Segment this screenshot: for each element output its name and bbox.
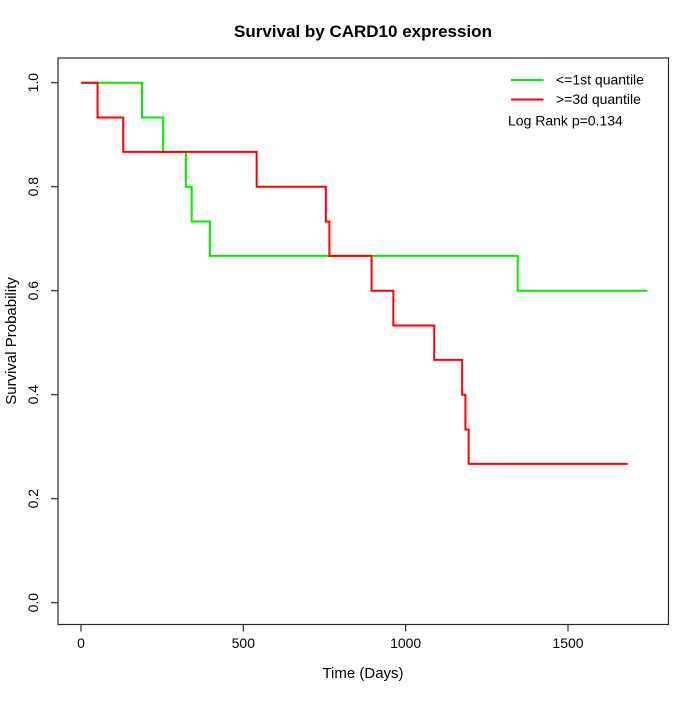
log-rank-annotation: Log Rank p=0.134 [508, 113, 623, 129]
legend-label-quantile1: <=1st quantile [556, 72, 644, 88]
y-tick-label: 0.4 [25, 385, 41, 405]
chart-title: Survival by CARD10 expression [234, 22, 492, 41]
x-axis-ticks: 0 500 1000 1500 [77, 624, 584, 651]
x-tick-label: 1000 [390, 635, 421, 651]
y-axis-label: Survival Probability [3, 277, 20, 405]
y-tick-label: 1.0 [25, 73, 41, 93]
x-axis-label: Time (Days) [322, 665, 403, 682]
legend: <=1st quantile >=3d quantile Log Rank p=… [508, 72, 644, 129]
y-tick-label: 0.6 [25, 281, 41, 301]
y-tick-label: 0.8 [25, 177, 41, 197]
y-tick-label: 0.0 [25, 593, 41, 613]
x-tick-label: 500 [232, 635, 256, 651]
survival-curves [81, 81, 648, 465]
x-tick-label: 1500 [552, 635, 583, 651]
legend-label-quantile3: >=3d quantile [556, 91, 641, 107]
plot-box [57, 57, 670, 626]
y-axis-ticks: 0.0 0.2 0.4 0.6 0.8 1.0 [25, 73, 58, 613]
survival-curve-0 [81, 81, 648, 292]
x-tick-label: 0 [77, 635, 85, 651]
y-tick-label: 0.2 [25, 489, 41, 509]
survival-curve-1 [81, 81, 628, 465]
